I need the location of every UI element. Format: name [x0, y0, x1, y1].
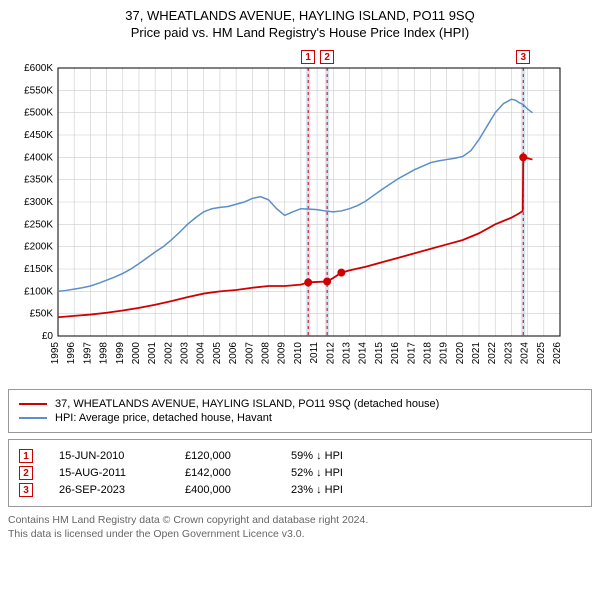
- footer-line-1: Contains HM Land Registry data © Crown c…: [8, 513, 592, 527]
- legend-item: 37, WHEATLANDS AVENUE, HAYLING ISLAND, P…: [19, 398, 581, 410]
- svg-text:1995: 1995: [50, 342, 61, 365]
- transactions-table: 1 15-JUN-2010 £120,000 59% ↓ HPI 2 15-AUG-201…: [8, 439, 592, 507]
- svg-text:£450K: £450K: [24, 130, 53, 141]
- svg-text:2024: 2024: [520, 342, 531, 365]
- event-marker-2: 2: [320, 50, 334, 64]
- svg-text:1998: 1998: [99, 342, 110, 365]
- title-address: 37, WHEATLANDS AVENUE, HAYLING ISLAND, P…: [8, 8, 592, 23]
- title-subtitle: Price paid vs. HM Land Registry's House …: [8, 25, 592, 40]
- transaction-row: 1 15-JUN-2010 £120,000 59% ↓ HPI: [19, 449, 581, 463]
- svg-text:£550K: £550K: [24, 85, 53, 96]
- svg-text:2014: 2014: [358, 342, 369, 365]
- svg-text:2006: 2006: [228, 342, 239, 365]
- svg-text:2000: 2000: [131, 342, 142, 365]
- svg-text:2009: 2009: [277, 342, 288, 365]
- legend-label: 37, WHEATLANDS AVENUE, HAYLING ISLAND, P…: [55, 398, 439, 410]
- svg-text:£600K: £600K: [24, 63, 53, 74]
- legend-item: HPI: Average price, detached house, Hava…: [19, 412, 581, 424]
- event-marker-3: 3: [516, 50, 530, 64]
- svg-text:2026: 2026: [552, 342, 563, 365]
- transaction-marker: 3: [19, 483, 33, 497]
- transaction-hpi-delta: 23% ↓ HPI: [291, 484, 343, 496]
- svg-text:2015: 2015: [374, 342, 385, 365]
- transaction-date: 15-AUG-2011: [59, 467, 159, 479]
- legend: 37, WHEATLANDS AVENUE, HAYLING ISLAND, P…: [8, 389, 592, 433]
- transaction-date: 26-SEP-2023: [59, 484, 159, 496]
- transaction-price: £400,000: [185, 484, 265, 496]
- svg-text:2013: 2013: [341, 342, 352, 365]
- transaction-hpi-delta: 52% ↓ HPI: [291, 467, 343, 479]
- svg-text:2025: 2025: [536, 342, 547, 365]
- price-chart: £0 £50K £100K £150K £200K £250K £300K £350K £400…: [8, 46, 568, 376]
- transaction-date: 15-JUN-2010: [59, 450, 159, 462]
- svg-text:£500K: £500K: [24, 108, 53, 119]
- svg-text:1996: 1996: [66, 342, 77, 365]
- svg-text:£50K: £50K: [30, 309, 54, 320]
- transaction-price: £120,000: [185, 450, 265, 462]
- svg-text:2016: 2016: [390, 342, 401, 365]
- transaction-hpi-delta: 59% ↓ HPI: [291, 450, 343, 462]
- transaction-marker: 2: [19, 466, 33, 480]
- legend-swatch: [19, 403, 47, 405]
- transaction-row: 3 26-SEP-2023 £400,000 23% ↓ HPI: [19, 483, 581, 497]
- svg-text:2008: 2008: [261, 342, 272, 365]
- footer-line-2: This data is licensed under the Open Gov…: [8, 527, 592, 541]
- transaction-row: 2 15-AUG-2011 £142,000 52% ↓ HPI: [19, 466, 581, 480]
- footer-attribution: Contains HM Land Registry data © Crown c…: [8, 513, 592, 541]
- svg-text:2007: 2007: [244, 342, 255, 365]
- svg-text:1999: 1999: [115, 342, 126, 365]
- legend-label: HPI: Average price, detached house, Hava…: [55, 412, 272, 424]
- svg-text:2022: 2022: [487, 342, 498, 365]
- svg-text:£0: £0: [42, 331, 54, 342]
- legend-swatch: [19, 417, 47, 419]
- chart-container: £0 £50K £100K £150K £200K £250K £300K £350K £400…: [8, 46, 592, 381]
- transaction-price: £142,000: [185, 467, 265, 479]
- svg-text:2018: 2018: [422, 342, 433, 365]
- svg-text:£300K: £300K: [24, 197, 53, 208]
- svg-text:2002: 2002: [163, 342, 174, 365]
- svg-text:£200K: £200K: [24, 242, 53, 253]
- svg-text:2019: 2019: [439, 342, 450, 365]
- svg-text:2017: 2017: [406, 342, 417, 365]
- svg-text:2012: 2012: [325, 342, 336, 365]
- svg-text:£150K: £150K: [24, 264, 53, 275]
- svg-text:£400K: £400K: [24, 152, 53, 163]
- svg-text:2004: 2004: [196, 342, 207, 365]
- svg-text:£100K: £100K: [24, 286, 53, 297]
- svg-text:2003: 2003: [180, 342, 191, 365]
- transaction-marker: 1: [19, 449, 33, 463]
- event-marker-1: 1: [301, 50, 315, 64]
- chart-title-block: 37, WHEATLANDS AVENUE, HAYLING ISLAND, P…: [8, 8, 592, 40]
- svg-text:2010: 2010: [293, 342, 304, 365]
- svg-text:2005: 2005: [212, 342, 223, 365]
- svg-text:2011: 2011: [309, 342, 320, 364]
- svg-text:1997: 1997: [82, 342, 93, 365]
- svg-text:£350K: £350K: [24, 175, 53, 186]
- svg-text:£250K: £250K: [24, 219, 53, 230]
- svg-text:2021: 2021: [471, 342, 482, 365]
- svg-text:2020: 2020: [455, 342, 466, 365]
- svg-text:2023: 2023: [503, 342, 514, 365]
- svg-text:2001: 2001: [147, 342, 158, 365]
